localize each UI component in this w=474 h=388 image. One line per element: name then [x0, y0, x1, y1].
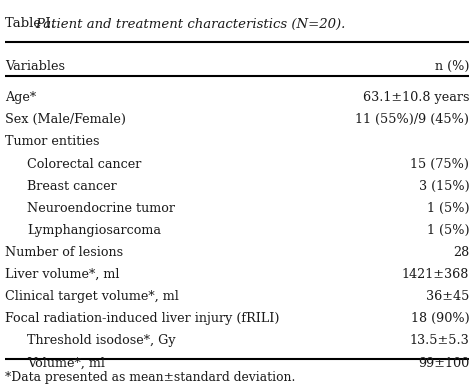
Text: *Data presented as mean±standard deviation.: *Data presented as mean±standard deviati…	[5, 371, 295, 384]
Text: Liver volume*, ml: Liver volume*, ml	[5, 268, 119, 281]
Text: Colorectal cancer: Colorectal cancer	[27, 158, 142, 171]
Text: Threshold isodose*, Gy: Threshold isodose*, Gy	[27, 334, 176, 348]
Text: 1 (5%): 1 (5%)	[427, 224, 469, 237]
Text: Table I.: Table I.	[5, 17, 59, 31]
Text: Number of lesions: Number of lesions	[5, 246, 123, 259]
Text: Clinical target volume*, ml: Clinical target volume*, ml	[5, 290, 179, 303]
Text: 63.1±10.8 years: 63.1±10.8 years	[363, 91, 469, 104]
Text: 11 (55%)/9 (45%): 11 (55%)/9 (45%)	[355, 113, 469, 126]
Text: Breast cancer: Breast cancer	[27, 180, 117, 193]
Text: 18 (90%): 18 (90%)	[410, 312, 469, 326]
Text: n (%): n (%)	[435, 60, 469, 73]
Text: 1 (5%): 1 (5%)	[427, 202, 469, 215]
Text: Focal radiation-induced liver injury (fRILI): Focal radiation-induced liver injury (fR…	[5, 312, 279, 326]
Text: 13.5±5.3: 13.5±5.3	[410, 334, 469, 348]
Text: Lymphangiosarcoma: Lymphangiosarcoma	[27, 224, 162, 237]
Text: 28: 28	[453, 246, 469, 259]
Text: Age*: Age*	[5, 91, 36, 104]
Text: 15 (75%): 15 (75%)	[410, 158, 469, 171]
Text: Neuroendocrine tumor: Neuroendocrine tumor	[27, 202, 175, 215]
Text: Patient and treatment characteristics (N=20).: Patient and treatment characteristics (N…	[36, 17, 346, 31]
Text: 36±45: 36±45	[426, 290, 469, 303]
Text: Variables: Variables	[5, 60, 65, 73]
Text: 3 (15%): 3 (15%)	[419, 180, 469, 193]
Text: Tumor entities: Tumor entities	[5, 135, 99, 149]
Text: 99±100: 99±100	[418, 357, 469, 370]
Text: Volume*, ml: Volume*, ml	[27, 357, 106, 370]
Text: 1421±368: 1421±368	[402, 268, 469, 281]
Text: Sex (Male/Female): Sex (Male/Female)	[5, 113, 126, 126]
